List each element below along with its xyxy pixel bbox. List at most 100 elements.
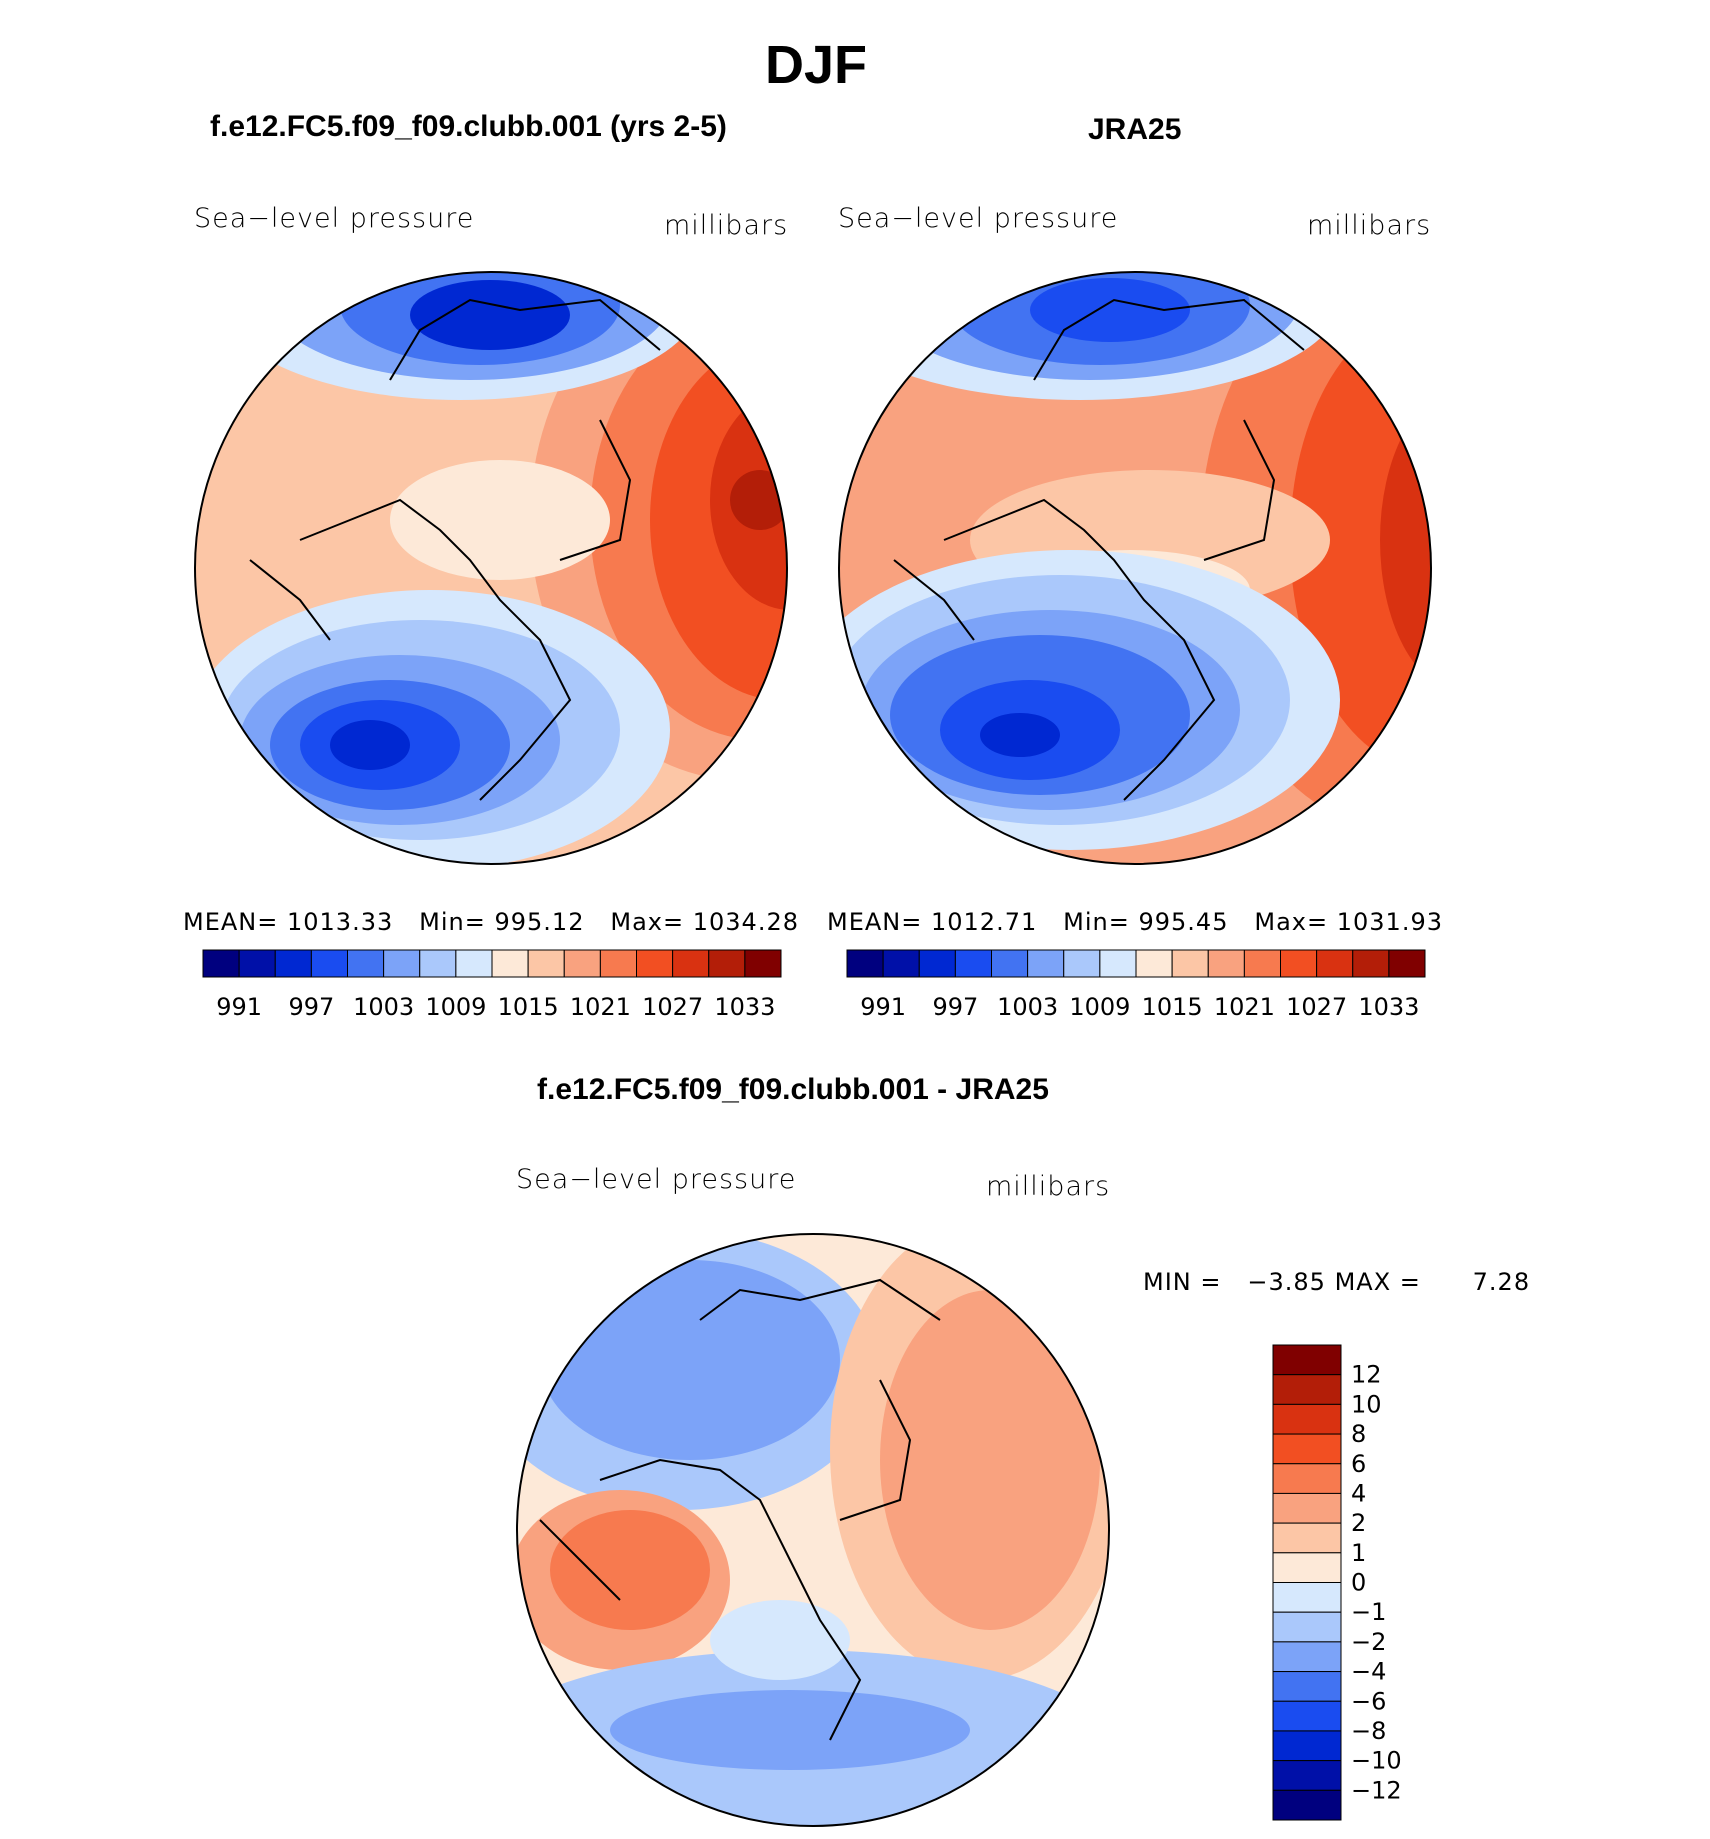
mean-label: MEAN= bbox=[183, 908, 279, 936]
colorbar-swatch bbox=[1272, 1552, 1342, 1583]
polar-map-obs bbox=[839, 272, 1431, 864]
colorbar-swatch bbox=[1280, 949, 1318, 978]
colorbar-tick-label: −4 bbox=[1351, 1658, 1386, 1686]
min-label: Min= bbox=[1063, 908, 1130, 936]
colorbar-swatch bbox=[672, 949, 710, 978]
colorbar-swatch bbox=[383, 949, 421, 978]
stats-obs: MEAN= 1012.71 Min= 995.45 Max= 1031.93 bbox=[827, 908, 1443, 936]
colorbar-swatch bbox=[419, 949, 457, 978]
colorbar-tick-label: 997 bbox=[932, 993, 978, 1021]
colorbar-swatch bbox=[636, 949, 674, 978]
colorbar-swatch bbox=[1272, 1671, 1342, 1702]
colorbar-swatch bbox=[455, 949, 493, 978]
colorbar-tick-label: 6 bbox=[1351, 1450, 1366, 1478]
colorbar-swatch bbox=[347, 949, 385, 978]
colorbar-swatch bbox=[1272, 1403, 1342, 1435]
colorbar-swatch bbox=[563, 949, 601, 978]
colorbar-tick-label: 1021 bbox=[1214, 993, 1275, 1021]
colorbar-swatch bbox=[238, 949, 276, 978]
stats-diff: MIN = −3.85 MAX = 7.28 bbox=[1143, 1268, 1530, 1296]
figure-title: DJF bbox=[765, 35, 868, 95]
colorbar-swatch bbox=[1272, 1789, 1342, 1821]
colorbar-tick-label: −2 bbox=[1351, 1628, 1386, 1656]
colorbar-swatch bbox=[1272, 1760, 1342, 1791]
colorbar-swatch bbox=[1099, 949, 1137, 978]
colorbar-tick-label: 2 bbox=[1351, 1509, 1366, 1537]
colorbar-swatch bbox=[527, 949, 565, 978]
min-value: 995.45 bbox=[1138, 908, 1229, 936]
colorbar-swatch bbox=[1272, 1344, 1342, 1376]
colorbar-swatch bbox=[991, 949, 1029, 978]
colorbar-swatch bbox=[1243, 949, 1281, 978]
colorbar-swatch bbox=[1272, 1522, 1342, 1554]
colorbar-swatch bbox=[1388, 949, 1426, 978]
colorbar-swatch bbox=[274, 949, 312, 978]
colorbar-tick-label: 1015 bbox=[498, 993, 559, 1021]
min-value: −3.85 bbox=[1247, 1268, 1326, 1296]
polar-map-diff bbox=[517, 1234, 1109, 1826]
colorbar-tick-label: −8 bbox=[1351, 1717, 1386, 1745]
polar-map-model bbox=[195, 272, 787, 864]
colorbar-tick-label: 991 bbox=[216, 993, 262, 1021]
units-label-obs: millibars bbox=[1307, 210, 1432, 241]
colorbar-swatch bbox=[744, 949, 782, 978]
colorbar-swatch bbox=[1272, 1730, 1342, 1762]
colorbar-swatch bbox=[202, 949, 240, 978]
colorbar-swatch bbox=[1135, 949, 1173, 978]
colorbar-tick-label: −6 bbox=[1351, 1687, 1386, 1715]
colorbar-obs: 991 997 1003 1009 1015 1021 1027 1033 bbox=[846, 949, 1426, 1021]
max-label: MAX = bbox=[1334, 1268, 1421, 1296]
colorbar-tick-label: 991 bbox=[860, 993, 906, 1021]
colorbar-tick-label: 1 bbox=[1351, 1539, 1366, 1567]
min-label: MIN = bbox=[1143, 1268, 1222, 1296]
mean-value: 1013.33 bbox=[287, 908, 394, 936]
colorbar-swatch bbox=[491, 949, 529, 978]
min-value: 995.12 bbox=[494, 908, 585, 936]
colorbar-model: 991 997 1003 1009 1015 1021 1027 1033 bbox=[202, 949, 782, 1021]
colorbar-swatch bbox=[1272, 1700, 1342, 1732]
colorbar-swatch bbox=[310, 949, 348, 978]
map-border-diff bbox=[516, 1233, 1110, 1827]
max-value: 1034.28 bbox=[692, 908, 799, 936]
colorbar-tick-label: 1033 bbox=[714, 993, 775, 1021]
colorbar-tick-label: 997 bbox=[288, 993, 334, 1021]
panel-title-model: f.e12.FC5.f09_f09.clubb.001 (yrs 2-5) bbox=[210, 110, 727, 143]
max-label: Max= bbox=[610, 908, 685, 936]
stats-model: MEAN= 1013.33 Min= 995.12 Max= 1034.28 bbox=[183, 908, 799, 936]
max-value: 7.28 bbox=[1472, 1268, 1531, 1296]
colorbar-tick-label: −1 bbox=[1351, 1598, 1386, 1626]
colorbar-swatch bbox=[1171, 949, 1209, 978]
colorbar-tick-label: 10 bbox=[1351, 1390, 1382, 1418]
panel-title-diff: f.e12.FC5.f09_f09.clubb.001 - JRA25 bbox=[537, 1073, 1049, 1106]
colorbar-swatch bbox=[846, 949, 884, 978]
colorbar-swatch bbox=[918, 949, 956, 978]
colorbar-tick-label: 12 bbox=[1351, 1361, 1382, 1389]
colorbar-tick-label: 1009 bbox=[425, 993, 486, 1021]
variable-label-model: Sea−level pressure bbox=[194, 203, 475, 234]
colorbar-tick-label: −10 bbox=[1351, 1747, 1402, 1775]
colorbar-tick-label: 1003 bbox=[997, 993, 1058, 1021]
colorbar-swatch bbox=[1272, 1492, 1342, 1524]
colorbar-swatch bbox=[1272, 1374, 1342, 1405]
colorbar-tick-label: 4 bbox=[1351, 1479, 1366, 1507]
colorbar-swatch bbox=[1272, 1433, 1342, 1465]
colorbar-tick-label: 1027 bbox=[1286, 993, 1347, 1021]
colorbar-swatch bbox=[1272, 1611, 1342, 1643]
colorbar-swatch bbox=[1272, 1582, 1342, 1613]
colorbar-tick-label: 1021 bbox=[570, 993, 631, 1021]
colorbar-tick-label: 1003 bbox=[353, 993, 414, 1021]
map-border-model bbox=[194, 271, 788, 865]
variable-label-diff: Sea−level pressure bbox=[516, 1164, 797, 1195]
map-border-obs bbox=[838, 271, 1432, 865]
colorbar-swatch bbox=[954, 949, 992, 978]
colorbar-tick-label: 1015 bbox=[1142, 993, 1203, 1021]
colorbar-swatch bbox=[599, 949, 637, 978]
colorbar-swatch bbox=[1063, 949, 1101, 978]
colorbar-tick-label: 0 bbox=[1351, 1569, 1366, 1597]
variable-label-obs: Sea−level pressure bbox=[838, 203, 1119, 234]
colorbar-swatch bbox=[1316, 949, 1354, 978]
colorbar-tick-label: −12 bbox=[1351, 1776, 1402, 1804]
colorbar-tick-label: 1027 bbox=[642, 993, 703, 1021]
